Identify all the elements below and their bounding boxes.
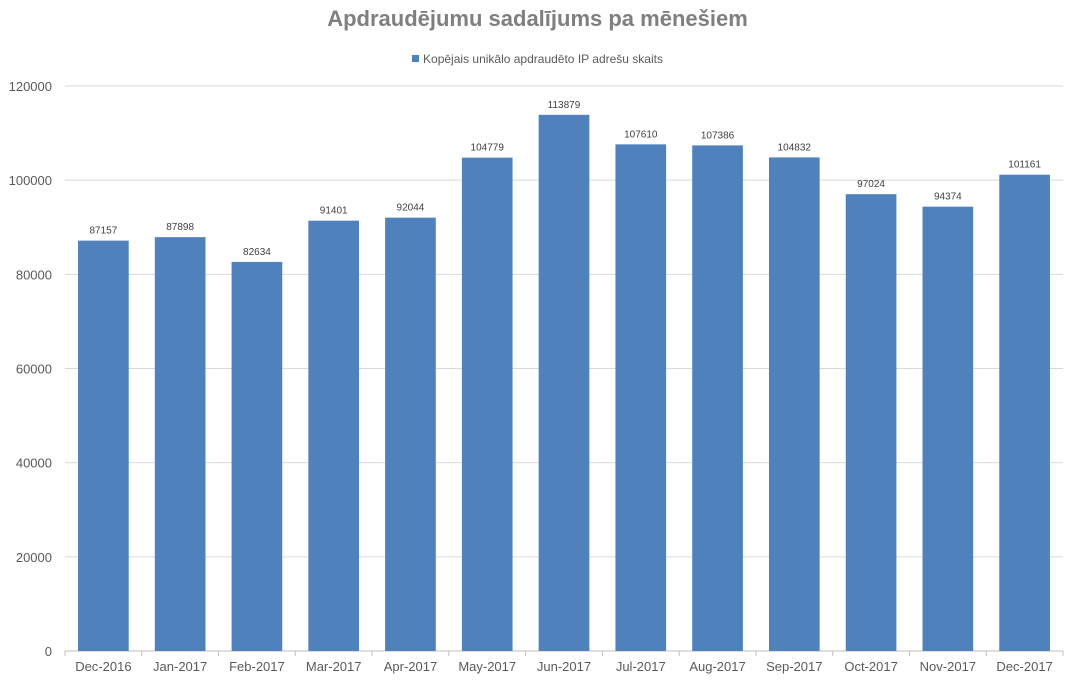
y-tick-label: 60000 [16, 362, 52, 377]
x-tick-label: Oct-2017 [844, 659, 897, 674]
legend-swatch [412, 55, 420, 62]
data-label: 87898 [166, 222, 194, 233]
y-tick-label: 20000 [16, 550, 52, 565]
bar [692, 145, 743, 651]
axes [64, 650, 1064, 656]
data-label: 82634 [243, 247, 271, 258]
data-label: 113879 [548, 100, 581, 111]
legend-label: Kopējais unikālo apdraudēto IP adrešu sk… [423, 52, 663, 66]
bar [999, 174, 1050, 651]
x-tick-label: Feb-2017 [229, 659, 285, 674]
x-tick-label: Dec-2017 [996, 659, 1052, 674]
x-tick-label: Nov-2017 [920, 659, 976, 674]
legend: Kopējais unikālo apdraudēto IP adrešu sk… [0, 52, 1075, 66]
x-tick-label: Apr-2017 [384, 659, 437, 674]
x-tick-label: Jul-2017 [616, 659, 666, 674]
bar [154, 237, 206, 651]
y-tick-label: 40000 [16, 456, 52, 471]
bar [461, 157, 513, 652]
data-label: 104832 [778, 142, 812, 153]
bar [78, 240, 129, 651]
bar [922, 206, 974, 651]
data-label: 92044 [397, 203, 425, 214]
x-tick-label: Dec-2016 [75, 659, 131, 674]
data-label: 87157 [89, 226, 117, 237]
data-label: 94374 [934, 192, 962, 203]
y-tick-label: 80000 [16, 267, 52, 282]
bar [231, 261, 283, 651]
data-label: 97024 [857, 179, 885, 190]
x-tick-labels: Dec-2016 Jan-2017 Feb-2017 Mar-2017 Apr-2017… [75, 659, 1053, 674]
x-tick-label: Mar-2017 [306, 659, 362, 674]
x-tick-label: Aug-2017 [689, 659, 745, 674]
data-label: 101161 [1008, 160, 1041, 171]
y-tick-label: 0 [45, 644, 52, 659]
bars [78, 114, 1050, 652]
data-label: 104779 [471, 143, 505, 154]
y-tick-label: 100000 [9, 173, 52, 188]
x-tick-label: Jan-2017 [153, 659, 207, 674]
x-tick-label: May-2017 [458, 659, 516, 674]
data-label: 91401 [320, 206, 348, 217]
bar [615, 144, 667, 651]
data-label: 107386 [701, 130, 735, 141]
bar [538, 114, 590, 652]
x-tick-label: Sep-2017 [766, 659, 822, 674]
chart-title: Apdraudējumu sadalījums pa mēnešiem [327, 6, 748, 31]
bar [308, 220, 360, 651]
y-tick-labels: 0 20000 40000 60000 80000 100000 120000 [9, 79, 52, 659]
x-tick-label: Jun-2017 [537, 659, 591, 674]
bar [845, 194, 897, 652]
bar [385, 217, 436, 651]
data-labels: 87157 87898 82634 91401 92044 104779 113879 107… [89, 100, 1041, 258]
bar [768, 157, 820, 651]
y-tick-label: 120000 [9, 79, 52, 94]
data-label: 107610 [624, 129, 658, 140]
